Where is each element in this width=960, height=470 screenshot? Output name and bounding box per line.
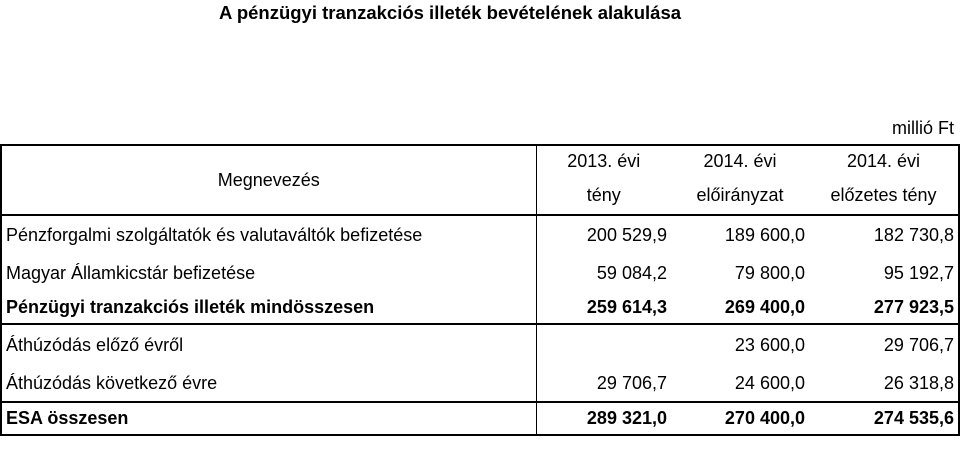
table-row-total: Pénzügyi tranzakciós illeték mindösszese… [0, 292, 960, 324]
row-value [535, 323, 671, 366]
header-sub-3: előzetes tény [809, 176, 960, 215]
revenue-table: Megnevezés 2013. évi 2014. évi 2014. évi… [0, 144, 960, 436]
row-value: 26 318,8 [809, 366, 960, 402]
row-label: Pénzforgalmi szolgáltatók és valutaváltó… [0, 214, 536, 254]
table-row-grand-total: ESA összesen 289 321,0 270 400,0 274 535… [0, 401, 960, 436]
row-value: 259 614,3 [535, 292, 671, 324]
table-row: Áthúzódás következő évre 29 706,7 24 600… [0, 366, 960, 402]
table-row: Magyar Államkicstár befizetése 59 084,2 … [0, 254, 960, 292]
row-value: 289 321,0 [535, 401, 671, 436]
header-year-3: 2014. évi [809, 144, 960, 176]
table-row: Áthúzódás előző évről 23 600,0 29 706,7 [0, 323, 960, 366]
row-value: 24 600,0 [734, 373, 805, 393]
header-sub-1: tény [535, 176, 671, 215]
row-value: 95 192,7 [809, 254, 960, 292]
row-value: 189 600,0 [671, 214, 809, 254]
row-label: Áthúzódás előző évről [0, 323, 536, 366]
row-value: 200 529,9 [535, 214, 671, 254]
row-label: Pénzügyi tranzakciós illeték mindösszese… [0, 292, 536, 324]
row-value: 59 084,2 [535, 254, 671, 292]
header-year-1: 2013. évi [535, 144, 671, 176]
row-label: Áthúzódás következő évre [0, 366, 536, 402]
unit-label: millió Ft [892, 118, 954, 138]
header-row-types: tény előirányzat előzetes tény [1, 176, 960, 215]
row-value: 274 535,6 [809, 401, 960, 436]
row-value: 269 400,0 [724, 297, 805, 317]
row-value: 29 706,7 [535, 366, 671, 402]
header-year-2: 2014. évi [671, 144, 809, 176]
row-value: 79 800,0 [734, 262, 805, 283]
header-row-years: Megnevezés 2013. évi 2014. évi 2014. évi [0, 144, 960, 215]
header-sub-2: előirányzat [696, 184, 784, 205]
row-value: 277 923,5 [809, 292, 960, 324]
row-value: 23 600,0 [671, 323, 809, 366]
header-name: Megnevezés [0, 144, 536, 215]
row-label: Magyar Államkicstár befizetése [0, 254, 536, 292]
row-value: 270 400,0 [671, 401, 809, 436]
page-title: A pénzügyi tranzakciós illeték bevételén… [219, 2, 682, 23]
row-label: ESA összesen [0, 401, 536, 436]
table-row: Pénzforgalmi szolgáltatók és valutaváltó… [0, 214, 960, 254]
row-value: 29 706,7 [809, 323, 960, 366]
row-value: 182 730,8 [809, 214, 960, 254]
